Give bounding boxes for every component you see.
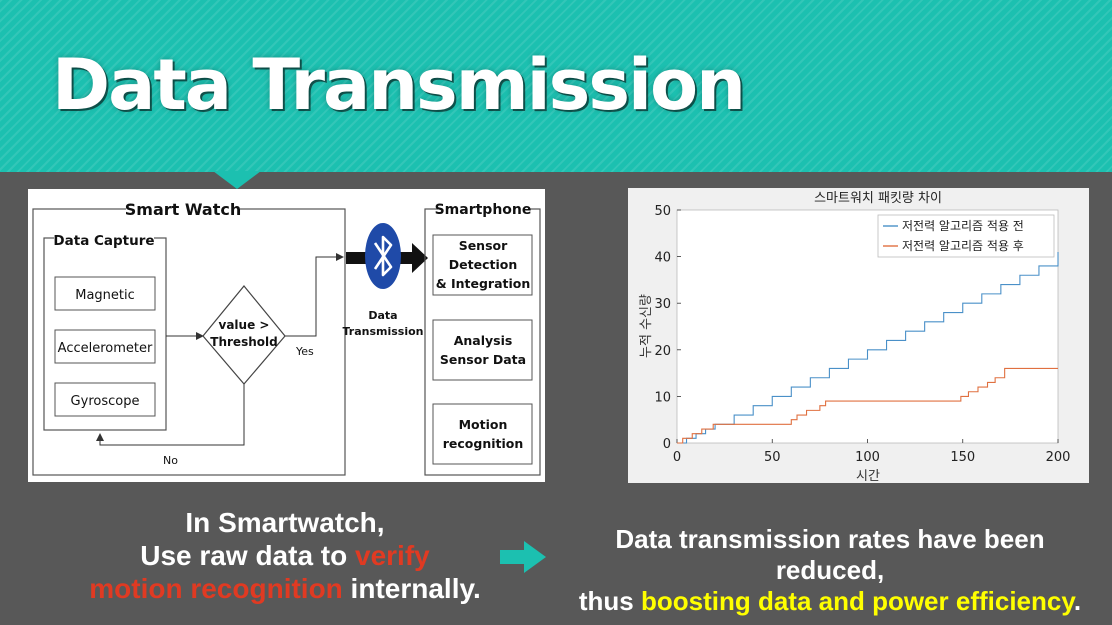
- sensor-detection-line-1: Sensor: [459, 238, 508, 253]
- sensor-detection-line-3: & Integration: [436, 276, 531, 291]
- data-capture-label: Data Capture: [53, 233, 154, 249]
- sensor-gyroscope-label: Gyroscope: [71, 394, 140, 409]
- left-caption-line-1: In Smartwatch,: [185, 507, 385, 538]
- x-tick-label: 50: [764, 450, 781, 465]
- x-tick-label: 150: [950, 450, 975, 465]
- analysis-line-1: Analysis: [454, 333, 513, 348]
- banner-notch: [213, 171, 261, 189]
- y-tick-label: 20: [654, 344, 671, 359]
- left-caption-text: Use raw data to: [140, 540, 355, 571]
- bluetooth-icon: [365, 223, 401, 289]
- yes-label: Yes: [295, 345, 314, 358]
- right-caption-highlight: boosting data and power efficiency: [640, 586, 1074, 616]
- right-caption-text: thus: [578, 586, 641, 616]
- right-caption-period: .: [1073, 586, 1082, 616]
- x-axis-label: 시간: [856, 469, 880, 483]
- x-tick-label: 200: [1046, 450, 1071, 465]
- left-caption-line-2: Use raw data to verify: [60, 539, 510, 572]
- series-line-before: [677, 251, 1059, 444]
- x-tick-label: 0: [673, 450, 681, 465]
- smartphone-label: Smartphone: [435, 202, 532, 218]
- right-caption: Data transmission rates have been reduce…: [560, 524, 1100, 617]
- smart-watch-label: Smart Watch: [125, 200, 242, 219]
- title-banner: [0, 0, 1112, 172]
- x-tick-label: 100: [855, 450, 880, 465]
- analysis-line-2: Sensor Data: [440, 352, 526, 367]
- y-tick-label: 50: [654, 204, 671, 219]
- y-tick-label: 30: [654, 297, 671, 312]
- legend-label-after: 저전력 알고리즘 적용 후: [902, 239, 1024, 253]
- analysis-block: [432, 319, 533, 381]
- sensor-detection-block: [432, 234, 533, 296]
- legend-label-before: 저전력 알고리즘 적용 전: [902, 219, 1024, 233]
- right-caption-line-2: thus boosting data and power efficiency.: [560, 586, 1100, 617]
- sensor-accelerometer: [54, 329, 156, 364]
- decision-line-2: Threshold: [210, 335, 277, 349]
- right-caption-line-1: Data transmission rates have been reduce…: [615, 524, 1045, 585]
- sensor-detection-line-2: Detection: [449, 257, 517, 272]
- transmission-label-1: Data: [368, 309, 397, 322]
- right-arrow-icon: [500, 541, 546, 573]
- y-tick-label: 40: [654, 251, 671, 266]
- decision-line-1: value >: [219, 318, 270, 332]
- series-line-after: [677, 367, 1058, 444]
- left-caption-highlight-motion: motion recognition: [89, 573, 343, 604]
- motion-line-1: Motion: [459, 417, 508, 432]
- slide-title: Data Transmission: [52, 44, 746, 126]
- left-caption: In Smartwatch, Use raw data to verify mo…: [60, 506, 510, 605]
- no-label: No: [163, 454, 178, 467]
- y-tick-label: 10: [654, 390, 671, 405]
- left-caption-highlight-verify: verify: [355, 540, 430, 571]
- y-tick-label: 0: [663, 437, 671, 452]
- chart-legend: 저전력 알고리즘 적용 전 저전력 알고리즘 적용 후: [877, 214, 1055, 258]
- sensor-accelerometer-label: Accelerometer: [58, 341, 153, 356]
- left-caption-line-3: motion recognition internally.: [60, 572, 510, 605]
- y-axis-label: 누적 수신량: [639, 294, 654, 358]
- motion-line-2: recognition: [443, 436, 524, 451]
- motion-recognition-block: [432, 403, 533, 465]
- sensor-gyroscope: [54, 382, 156, 417]
- sensor-magnetic: [54, 276, 156, 311]
- chart-title: 스마트워치 패킷량 차이: [814, 191, 942, 206]
- packet-chart: 스마트워치 패킷량 차이 0 50 100 150 200 0 10 20 30 40 50 시간 …: [628, 188, 1089, 484]
- sensor-magnetic-label: Magnetic: [75, 288, 135, 303]
- transmission-label-2: Transmission: [342, 325, 423, 338]
- left-caption-tail: internally.: [342, 573, 481, 604]
- system-diagram: Smart Watch Data Capture Magnetic Accele…: [28, 189, 545, 482]
